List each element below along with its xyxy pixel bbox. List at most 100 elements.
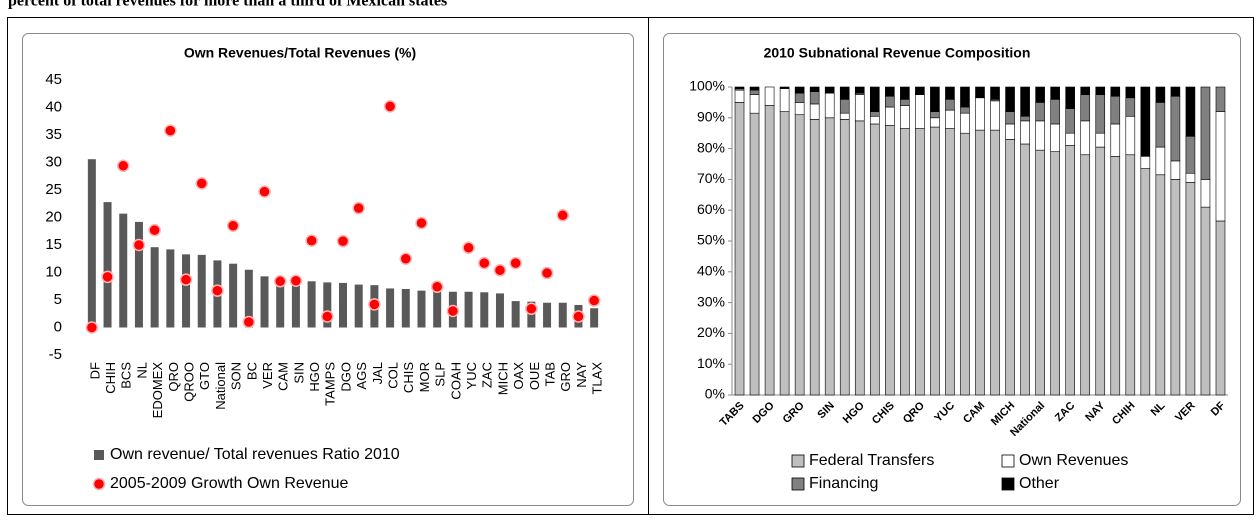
scatter-point xyxy=(368,298,381,311)
bar xyxy=(134,221,143,328)
bar-segment xyxy=(960,112,970,134)
scatter-point xyxy=(587,294,601,307)
bar-segment xyxy=(809,119,820,396)
scatter-point xyxy=(85,321,99,334)
scatter-point xyxy=(305,234,318,247)
y-tick-label: 0 xyxy=(54,318,62,335)
x-tick-label: CHIS xyxy=(401,362,416,393)
bar xyxy=(197,254,206,328)
scatter-point xyxy=(352,201,365,215)
bar xyxy=(386,288,395,328)
scatter-point xyxy=(132,238,146,252)
bar xyxy=(480,292,489,328)
x-tick-label: MICH xyxy=(495,362,510,395)
scatter-point xyxy=(273,275,287,288)
legend-label: Own Revenues xyxy=(1019,452,1128,469)
bar-segment xyxy=(734,89,745,103)
legend-swatch xyxy=(1001,477,1015,491)
x-tick-label: NL xyxy=(134,362,149,379)
bar-segment xyxy=(1215,111,1226,222)
bar-segment xyxy=(839,99,850,114)
scatter-point xyxy=(164,124,177,137)
bar-segment xyxy=(1035,149,1045,396)
scatter-point xyxy=(179,273,193,286)
scatter-point xyxy=(478,256,491,270)
bar-segment xyxy=(1050,151,1060,396)
bar-segment xyxy=(930,117,940,128)
legend-label: 2005-2009 Growth Own Revenue xyxy=(110,475,348,492)
x-tick-label: COL xyxy=(386,362,401,389)
bar-segment xyxy=(839,112,850,120)
scatter-point xyxy=(430,280,444,294)
bar-segment xyxy=(900,99,910,106)
bar xyxy=(166,249,175,328)
x-tick-label: OUE xyxy=(527,362,542,391)
bar xyxy=(150,247,159,328)
bar-segment xyxy=(900,128,910,396)
bar-segment xyxy=(1200,86,1211,180)
bar-segment xyxy=(1080,154,1091,396)
bar-segment xyxy=(900,105,910,129)
chart-frame xyxy=(22,33,634,506)
x-tick-label: TLAX xyxy=(590,362,605,395)
bar xyxy=(307,281,316,328)
bar-segment xyxy=(1065,132,1075,146)
bar-segment xyxy=(1035,120,1045,151)
legend-label: Own revenue/ Total revenues Ratio 2010 xyxy=(110,446,400,463)
y-tick-label: 80% xyxy=(697,139,725,155)
bar-segment xyxy=(809,103,820,120)
bar-segment xyxy=(1170,179,1181,396)
bar-segment xyxy=(809,86,820,92)
bar-segment xyxy=(1140,156,1151,169)
bar-segment xyxy=(1050,123,1060,152)
scatter-point xyxy=(116,159,130,173)
bar-segment xyxy=(824,86,835,94)
scatter-point xyxy=(540,266,554,280)
bar-segment xyxy=(960,86,970,108)
bar-segment xyxy=(930,111,940,119)
y-tick-label: 40% xyxy=(697,263,725,279)
scatter-point xyxy=(572,310,585,323)
bar-segment xyxy=(885,95,895,108)
legend-swatch xyxy=(94,450,104,460)
legend-swatch xyxy=(1001,454,1015,468)
y-tick-label: 90% xyxy=(697,109,725,125)
legend-swatch xyxy=(791,454,805,468)
bar-segment xyxy=(1020,120,1030,145)
bar-segment xyxy=(945,86,955,100)
bar-segment xyxy=(839,86,850,100)
bar-segment xyxy=(1050,86,1060,100)
bar xyxy=(103,202,112,328)
bar-segment xyxy=(869,111,880,117)
x-tick-label: AGS xyxy=(354,362,369,390)
bar-segment xyxy=(794,86,805,94)
bar-segment xyxy=(749,112,760,396)
legend-swatch xyxy=(791,477,805,491)
y-tick-label: 30% xyxy=(697,293,725,309)
bar-segment xyxy=(1065,108,1075,134)
bar-segment xyxy=(1080,86,1091,95)
bar-segment xyxy=(854,120,865,396)
bar-segment xyxy=(1185,182,1196,396)
bar-segment xyxy=(839,119,850,396)
scatter-point xyxy=(399,252,413,265)
scatter-point xyxy=(148,223,161,237)
x-tick-label: TAB xyxy=(542,362,557,386)
y-tick-label: 10% xyxy=(697,355,725,371)
bar-segment xyxy=(885,86,895,97)
bar-segment xyxy=(1050,99,1060,125)
x-tick-label: OAX xyxy=(511,362,526,390)
scatter-point xyxy=(383,100,397,113)
bar-segment xyxy=(734,102,745,396)
bar-segment xyxy=(975,86,985,99)
bar xyxy=(401,289,410,328)
bar-segment xyxy=(885,106,895,126)
bar-segment xyxy=(1035,86,1045,103)
bar xyxy=(417,290,426,328)
x-tick-label: DGO xyxy=(338,362,353,392)
scatter-point xyxy=(195,177,208,190)
scatter-point xyxy=(289,274,303,287)
bar-segment xyxy=(1200,206,1211,396)
bar-segment xyxy=(1065,145,1075,396)
